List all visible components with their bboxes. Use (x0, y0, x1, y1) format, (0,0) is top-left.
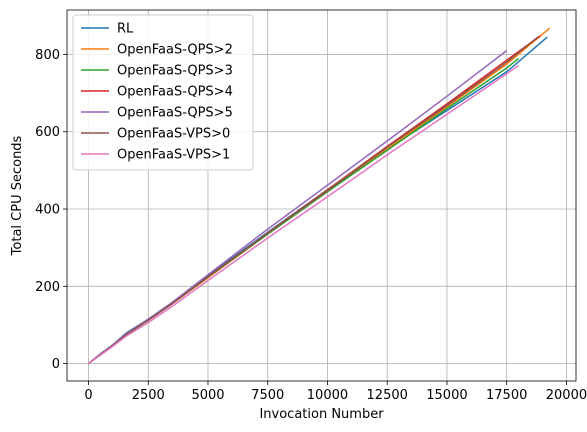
series-group (88, 27, 551, 365)
x-axis-label: Invocation Number (259, 407, 384, 422)
y-axis-label: Total CPU Seconds (10, 135, 25, 256)
x-tick-label: 12500 (367, 388, 408, 403)
y-tick-label: 400 (35, 203, 60, 218)
legend-label: OpenFaaS-VPS>0 (117, 127, 230, 142)
legend-label: OpenFaaS-QPS>4 (117, 85, 233, 100)
legend: RL OpenFaaS-QPS>2 OpenFaaS-QPS>3 OpenFaaS-Q… (72, 14, 254, 171)
series-line-6 (88, 64, 520, 365)
y-tick-label: 200 (35, 280, 60, 295)
y-tick-label: 0 (52, 357, 60, 372)
legend-label: OpenFaaS-QPS>3 (117, 64, 233, 79)
x-tick-label: 5000 (191, 388, 224, 403)
legend-box (72, 14, 254, 171)
x-tick-label: 15000 (426, 388, 467, 403)
x-tick-label: 20000 (546, 388, 587, 403)
legend-label: OpenFaaS-QPS>2 (117, 43, 233, 58)
x-tick-label: 7500 (251, 388, 284, 403)
legend-label: RL (117, 22, 134, 37)
x-tick-label: 0 (84, 388, 92, 403)
x-tick-label: 17500 (486, 388, 527, 403)
y-tick-label: 600 (35, 125, 60, 140)
legend-label: OpenFaaS-VPS>1 (117, 148, 230, 163)
x-tick-label: 2500 (132, 388, 165, 403)
y-axis-ticks: 0 200 400 600 800 (35, 48, 67, 372)
x-axis-ticks: 0 2500 5000 7500 10000 12500 15000 17500 20000 (84, 381, 587, 403)
y-tick-label: 800 (35, 48, 60, 63)
legend-label: OpenFaaS-QPS>5 (117, 106, 233, 121)
plot-frame (66, 9, 577, 382)
x-tick-label: 10000 (307, 388, 348, 403)
